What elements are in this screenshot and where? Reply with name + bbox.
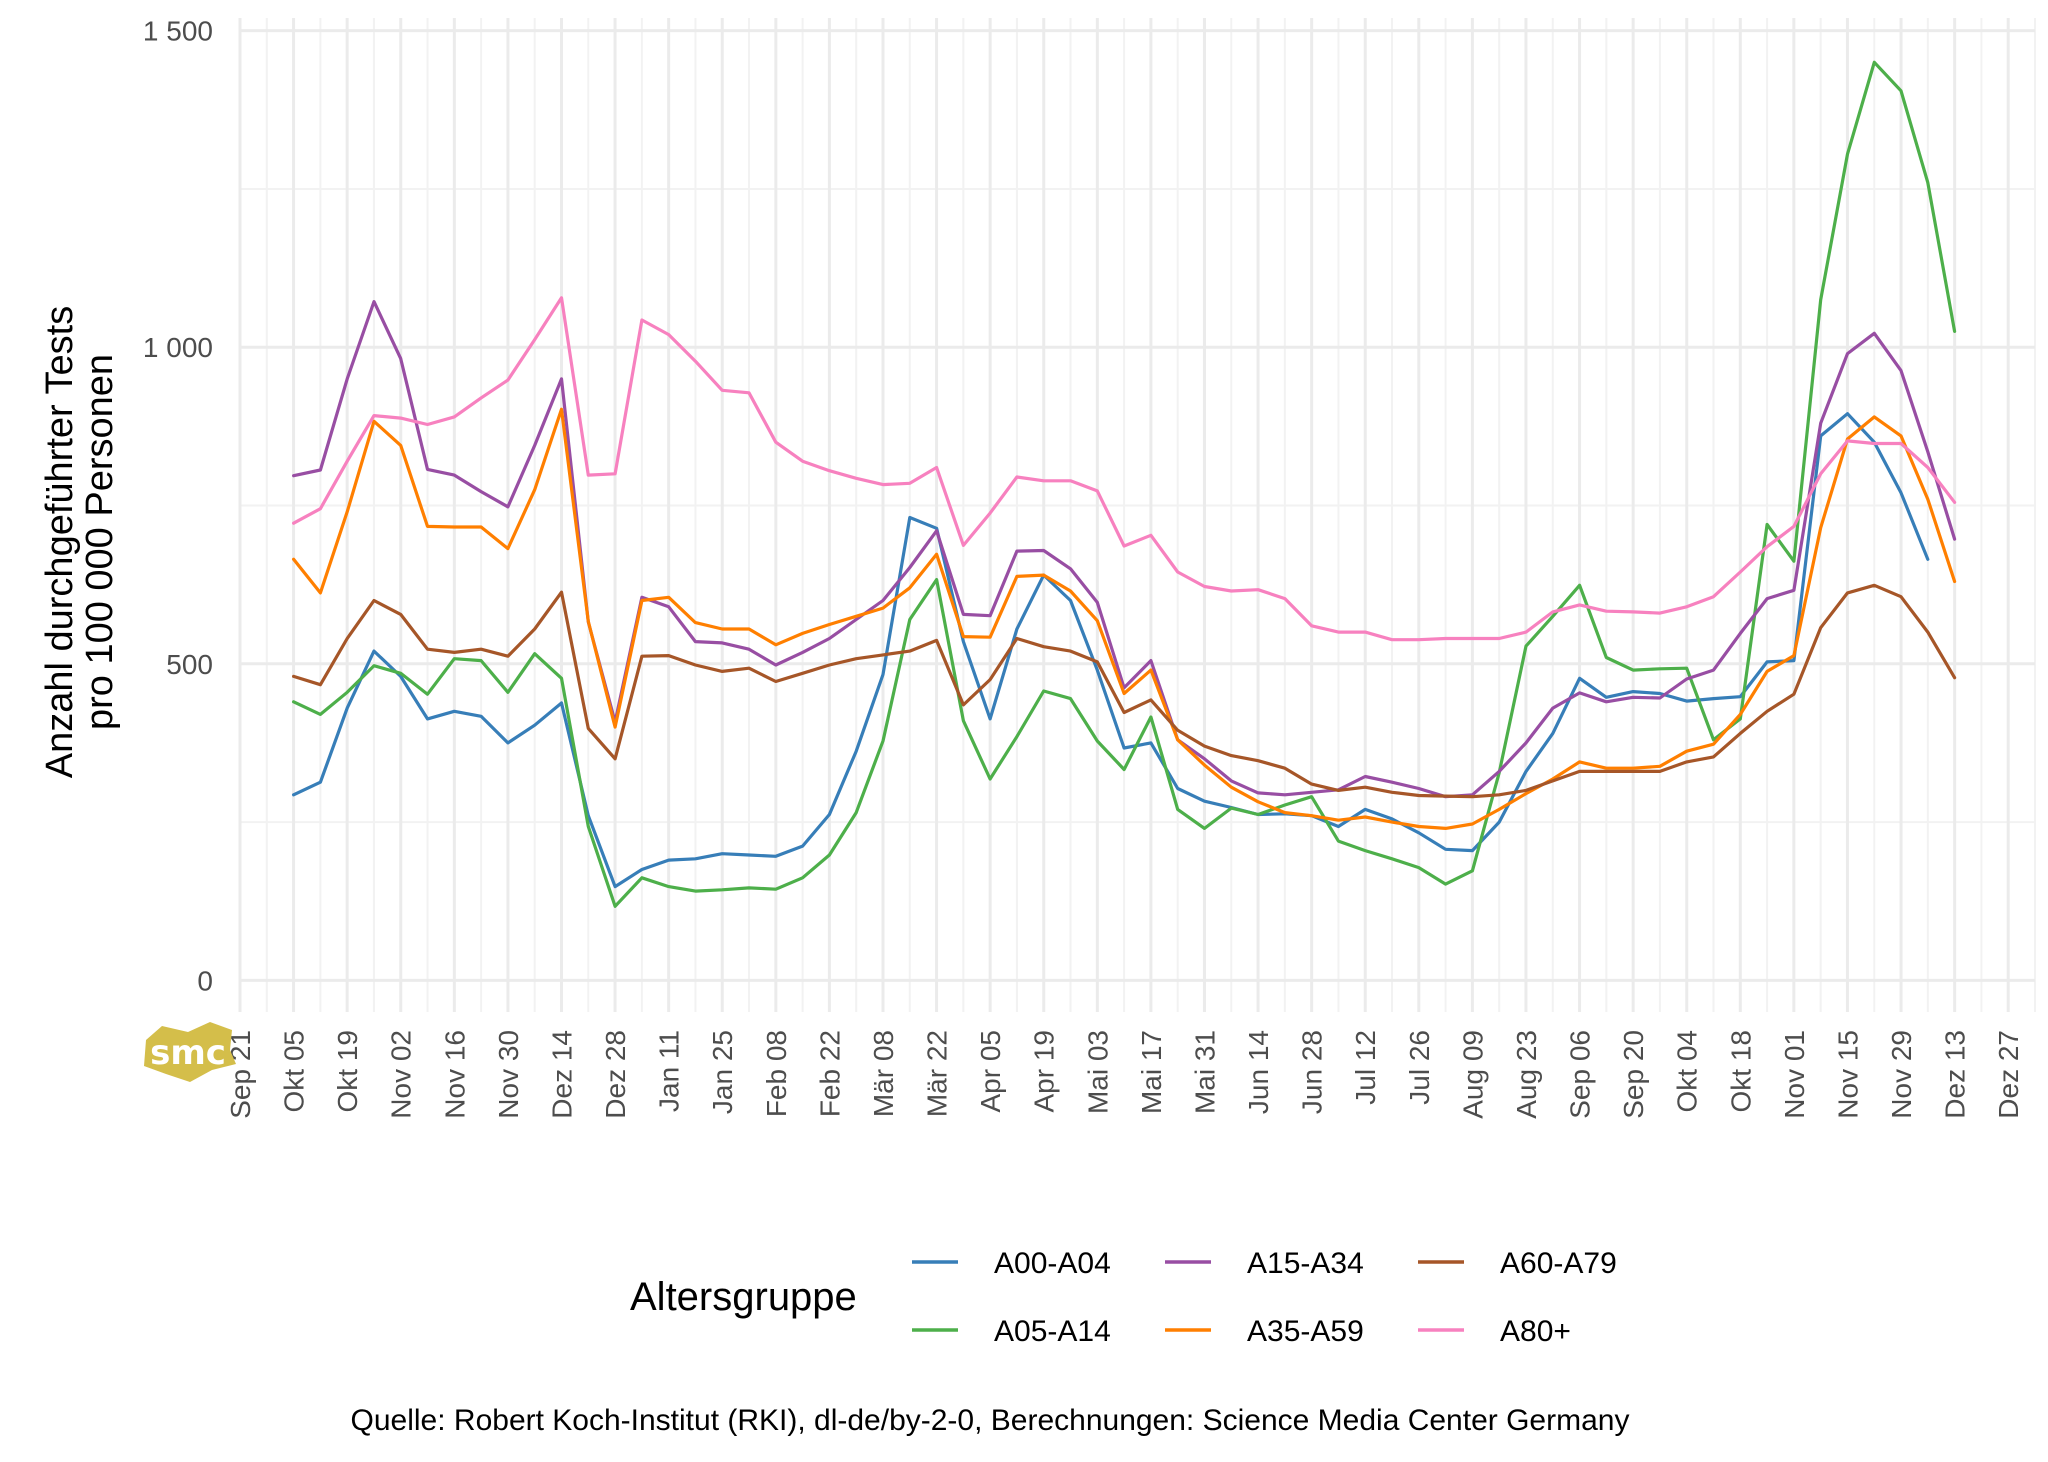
y-tick-label: 1 500 bbox=[143, 16, 213, 47]
x-tick-label: Jan 25 bbox=[707, 1030, 738, 1114]
x-tick-label: Nov 01 bbox=[1779, 1030, 1810, 1119]
x-tick-label: Mai 31 bbox=[1189, 1030, 1220, 1114]
x-tick-label: Mai 17 bbox=[1136, 1030, 1167, 1114]
x-tick-label: Feb 22 bbox=[814, 1030, 845, 1117]
series-line-a80+ bbox=[292, 296, 1957, 642]
legend-title: Altersgruppe bbox=[630, 1275, 857, 1319]
x-tick-label: Sep 06 bbox=[1565, 1030, 1596, 1119]
series-line-a15-a34 bbox=[292, 300, 1957, 799]
x-tick-label: Jul 12 bbox=[1350, 1030, 1381, 1105]
smc-logo: smc bbox=[144, 1022, 236, 1082]
x-tick-label: Okt 04 bbox=[1672, 1030, 1703, 1112]
y-tick-label: 0 bbox=[197, 965, 213, 996]
x-tick-label: Nov 02 bbox=[386, 1030, 417, 1119]
x-tick-label: Nov 16 bbox=[439, 1030, 470, 1119]
x-tick-label: Jun 28 bbox=[1297, 1030, 1328, 1114]
x-tick-label: Okt 18 bbox=[1725, 1030, 1756, 1112]
x-tick-label: Okt 19 bbox=[332, 1030, 363, 1112]
x-tick-label: Sep 20 bbox=[1618, 1030, 1649, 1119]
smc-logo-text: smc bbox=[150, 1033, 226, 1073]
x-tick-label: Nov 30 bbox=[493, 1030, 524, 1119]
x-tick-label: Mai 03 bbox=[1082, 1030, 1113, 1114]
series-line-a35-a59 bbox=[292, 407, 1957, 831]
series-line-a00-a04 bbox=[292, 412, 1930, 889]
x-tick-label: Jul 26 bbox=[1404, 1030, 1435, 1105]
x-tick-label: Jan 11 bbox=[654, 1030, 685, 1112]
x-tick-label: Apr 05 bbox=[975, 1030, 1006, 1113]
x-tick-label: Nov 29 bbox=[1886, 1030, 1917, 1119]
y-axis-label-line-2: pro 100 000 Personen bbox=[79, 354, 121, 730]
y-tick-label: 500 bbox=[166, 649, 213, 680]
y-tick-label: 1 000 bbox=[143, 332, 213, 363]
x-tick-label: Feb 08 bbox=[761, 1030, 792, 1117]
x-tick-label: Apr 19 bbox=[1029, 1030, 1060, 1113]
legend-label: A00-A04 bbox=[994, 1247, 1111, 1280]
x-tick-label: Jun 14 bbox=[1243, 1030, 1274, 1114]
grid-major bbox=[238, 18, 2035, 1012]
legend: Altersgruppe A00-A04 A05-A14 A15-A34 A35-A5… bbox=[630, 1247, 1617, 1348]
series-line-a60-a79 bbox=[292, 583, 1957, 799]
series-lines bbox=[292, 60, 1957, 908]
x-tick-label: Mär 22 bbox=[922, 1030, 953, 1117]
x-tick-label: Dez 14 bbox=[546, 1030, 577, 1119]
series-line-a05-a14 bbox=[292, 60, 1957, 908]
y-axis-label: Anzahl durchgeführter Tests pro 100 000 … bbox=[39, 306, 121, 778]
y-axis-ticks: 0 500 1 000 1 500 bbox=[143, 16, 213, 997]
legend-label: A35-A59 bbox=[1247, 1315, 1364, 1348]
x-tick-label: Mär 08 bbox=[868, 1030, 899, 1117]
x-tick-label: Aug 09 bbox=[1457, 1030, 1488, 1119]
legend-label: A05-A14 bbox=[994, 1315, 1111, 1348]
x-axis-ticks: Sep 21 Okt 05 Okt 19 Nov 02 Nov 16 Nov 30 Dez … bbox=[225, 1030, 2024, 1119]
x-tick-label: Dez 13 bbox=[1940, 1030, 1971, 1119]
smc-logo-shape bbox=[144, 1022, 236, 1082]
x-tick-label: Okt 05 bbox=[279, 1030, 310, 1112]
legend-label: A15-A34 bbox=[1247, 1247, 1364, 1280]
legend-label: A60-A79 bbox=[1500, 1247, 1617, 1280]
x-tick-label: Aug 23 bbox=[1511, 1030, 1542, 1119]
legend-label: A80+ bbox=[1500, 1315, 1571, 1348]
x-tick-label: Nov 15 bbox=[1832, 1030, 1863, 1119]
caption: Quelle: Robert Koch-Institut (RKI), dl-d… bbox=[351, 1404, 1630, 1437]
x-tick-label: Dez 28 bbox=[600, 1030, 631, 1119]
x-tick-label: Dez 27 bbox=[1993, 1030, 2024, 1119]
y-axis-label-line-1: Anzahl durchgeführter Tests bbox=[39, 306, 81, 778]
